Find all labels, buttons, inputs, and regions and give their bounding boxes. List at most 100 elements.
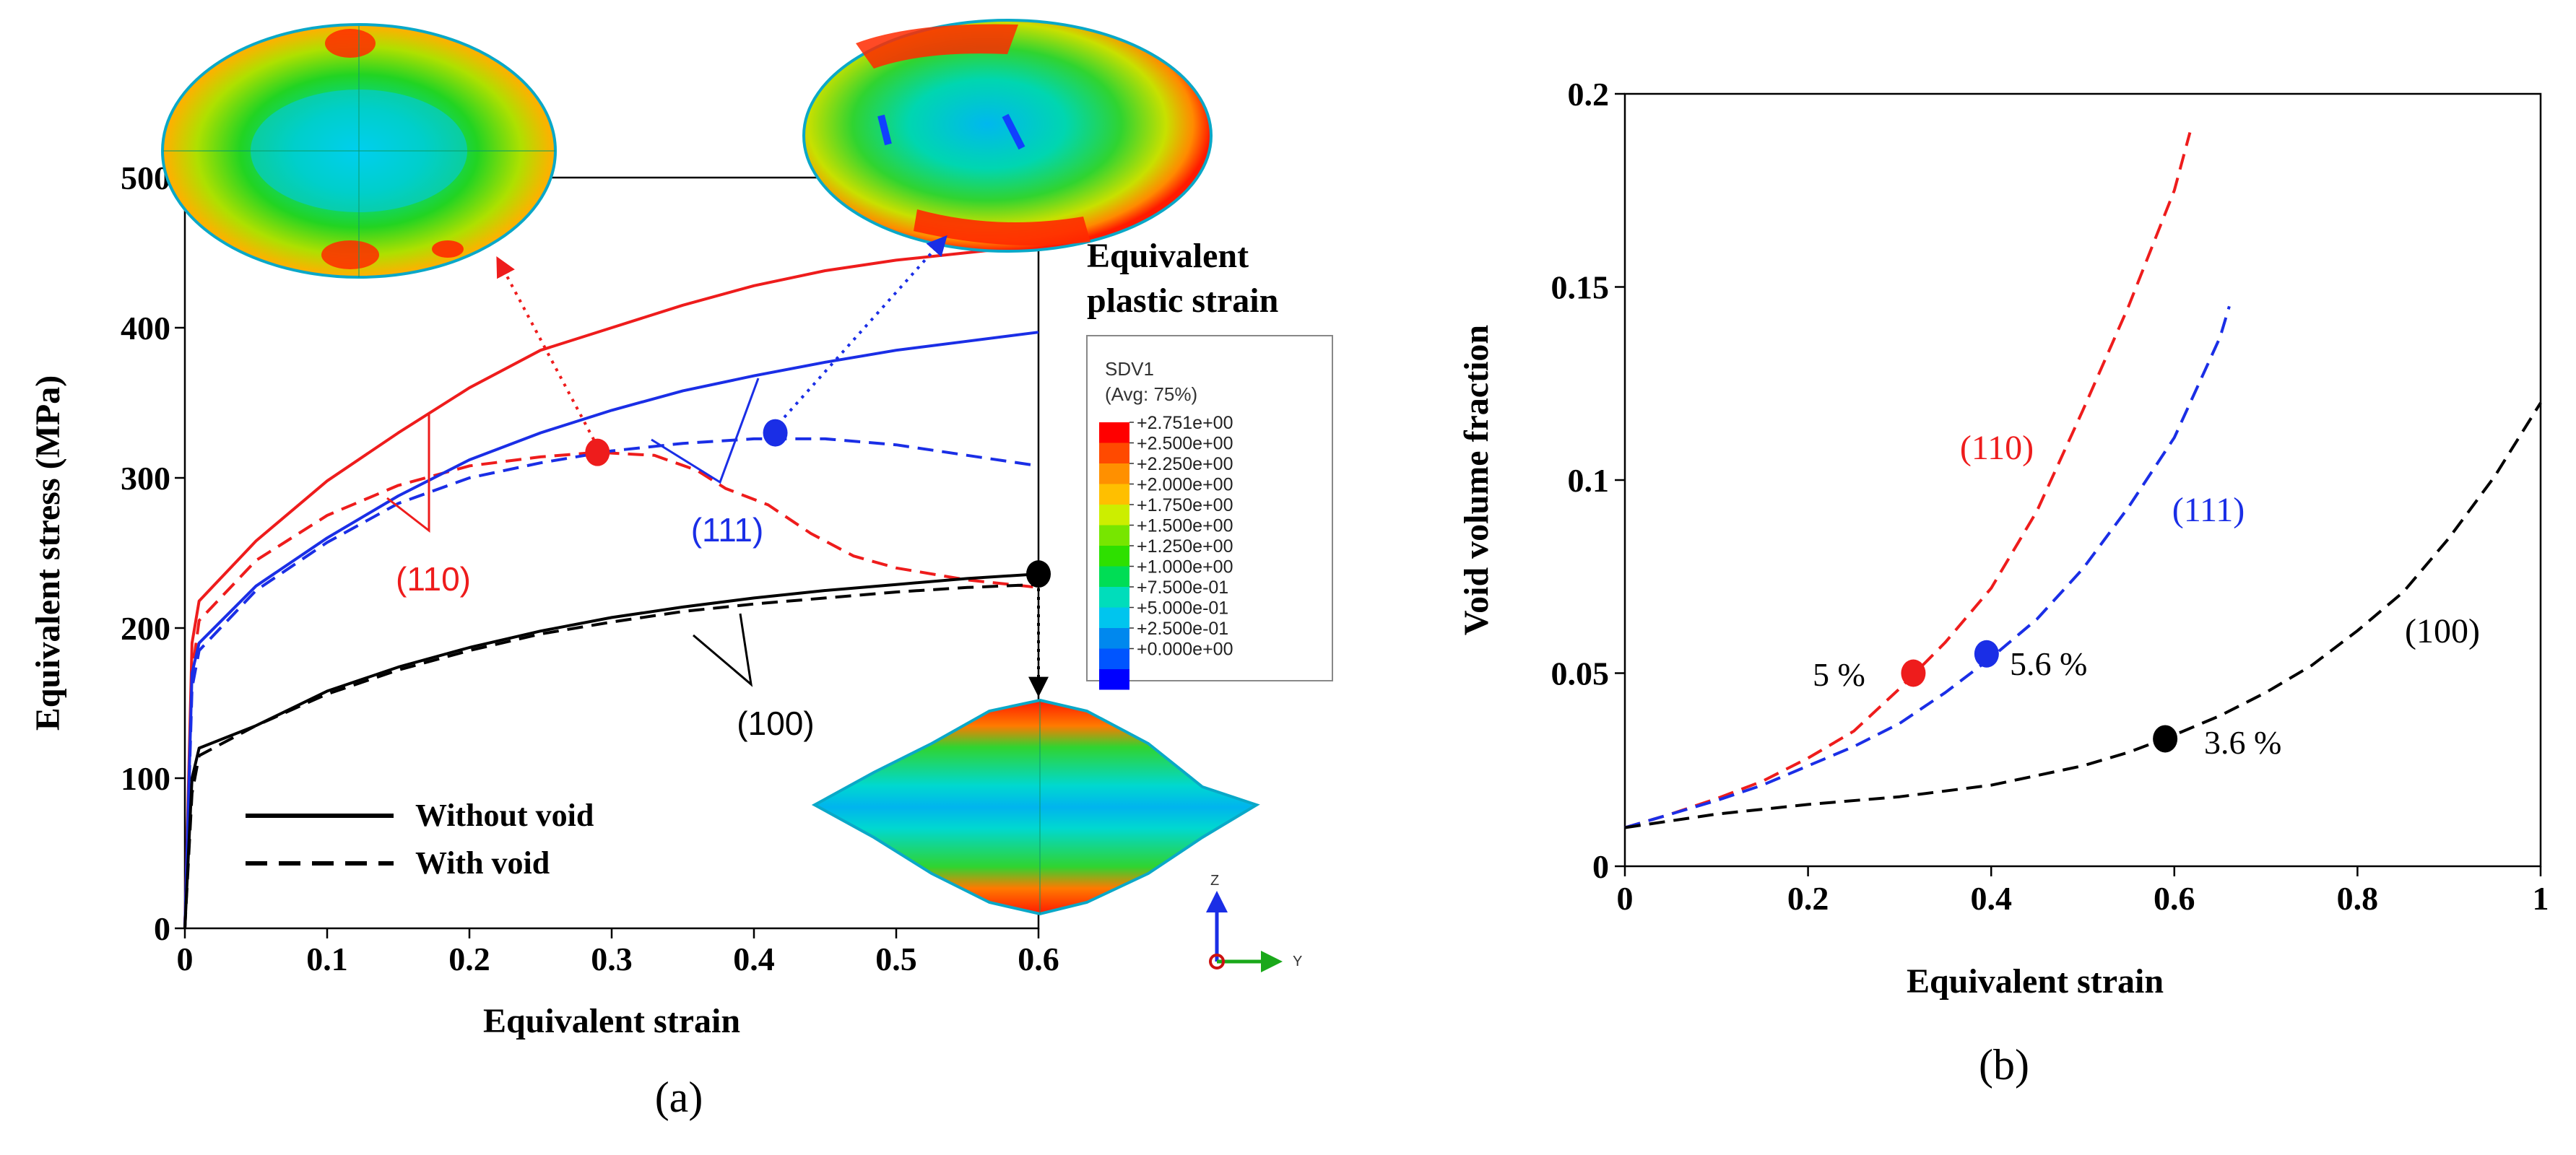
colorbar-swatch <box>1099 422 1129 443</box>
y-tick-label: 0.2 <box>1568 76 1610 113</box>
colorbar-level-label: +2.000e+00 <box>1137 475 1233 495</box>
y-tick-label: 100 <box>121 760 170 797</box>
series-line-black-solid <box>183 572 1039 929</box>
markers-b <box>1901 640 2178 753</box>
annotation-100-b: (100) <box>2405 612 2480 650</box>
colorbar-title-line1: Equivalent <box>1087 237 1249 275</box>
marker-blue <box>1974 640 1999 668</box>
y-tick-label: 300 <box>121 460 170 497</box>
markers-a <box>585 419 1051 588</box>
x-tick-label: 0.8 <box>2337 880 2379 917</box>
series-line-black-dashed <box>183 583 1039 929</box>
y-tick-label: 0 <box>1592 848 1609 885</box>
colorbar-swatch <box>1099 546 1129 567</box>
annotation-110-a: (110) <box>386 414 471 598</box>
void-fraction-chart: 0 0.05 0.1 0.15 0.2 0 0.2 0.4 0.6 0.8 1 Void volu… <box>1457 76 2549 1089</box>
colorbar-level-label: +5.000e-01 <box>1137 598 1228 619</box>
colorbar-level-label: +0.000e+00 <box>1137 640 1233 660</box>
colorbar-swatch <box>1099 484 1129 505</box>
void-shape-111 <box>802 19 1213 253</box>
colorbar-level-label: +2.751e+00 <box>1137 413 1233 433</box>
x-axis-label-b: Equivalent strain <box>1907 962 2164 1001</box>
colorbar-level-label: +2.500e-01 <box>1137 619 1228 639</box>
series-a <box>183 243 1039 929</box>
series-line-black-dashed <box>1624 401 2542 829</box>
legend-a: Without void With void <box>246 798 594 881</box>
x-tick-label: 0 <box>1617 880 1634 917</box>
colorbar-avg: (Avg: 75%) <box>1105 383 1197 405</box>
x-tick-label: 0.1 <box>306 941 348 977</box>
marker-blue <box>763 419 788 447</box>
colorbar-swatch <box>1099 505 1129 526</box>
x-ticks-a: 0 0.1 0.2 0.3 0.4 0.5 0.6 <box>177 928 1059 977</box>
y-tick-label: 0.15 <box>1551 269 1610 306</box>
y-ticks-b: 0 0.05 0.1 0.15 0.2 <box>1551 76 1625 885</box>
y-tick-label: 400 <box>121 310 170 346</box>
marker-black <box>2153 725 2178 753</box>
x-axis-label-a: Equivalent strain <box>483 1002 740 1040</box>
colorbar-level-label: +1.250e+00 <box>1137 536 1233 557</box>
colorbar-level-label: +1.000e+00 <box>1137 557 1233 578</box>
legend-solid-label: Without void <box>415 798 594 833</box>
x-tick-label: 1 <box>2533 880 2549 917</box>
y-tick-label: 0 <box>154 910 170 947</box>
axis-triad-icon: Z Y <box>1206 873 1302 972</box>
marker-black <box>1026 560 1051 588</box>
triad-y-label: Y <box>1293 954 1302 969</box>
pct-label-100: 3.6 % <box>2204 724 2281 761</box>
arrow-110 <box>496 256 599 448</box>
y-tick-label: 500 <box>121 160 170 196</box>
colorbar-swatch <box>1099 463 1129 484</box>
pct-label-110: 5 % <box>1813 656 1865 693</box>
marker-red <box>1901 659 1926 687</box>
x-tick-label: 0.6 <box>1018 941 1059 977</box>
pct-label-111: 5.6 % <box>2010 645 2087 682</box>
series-line-blue-solid <box>183 331 1039 929</box>
series-line-red-solid <box>183 243 1039 929</box>
colorbar-legend: Equivalent plastic strain SDV1 (Avg: 75%… <box>1086 237 1333 690</box>
x-tick-label: 0.2 <box>448 941 490 977</box>
marker-red <box>585 438 610 466</box>
colorbar-level-label: +2.250e+00 <box>1137 454 1233 474</box>
x-tick-label: 0.3 <box>591 941 633 977</box>
colorbar-var-name: SDV1 <box>1105 358 1154 380</box>
y-tick-label: 0.05 <box>1551 655 1610 692</box>
y-ticks-a: 0 100 200 300 400 500 <box>121 160 185 947</box>
colorbar-swatch <box>1099 587 1129 608</box>
colorbar-level-label: +2.500e+00 <box>1137 434 1233 454</box>
void-shape-100 <box>811 698 1260 916</box>
series-line-red-dashed <box>1624 131 2192 829</box>
y-tick-label: 0.1 <box>1568 462 1610 499</box>
colorbar-swatch <box>1099 443 1129 463</box>
y-axis-label-a: Equivalent stress (MPa) <box>29 375 67 731</box>
annotation-111-b: (111) <box>2172 491 2245 529</box>
series-line-red-dashed <box>183 450 1039 929</box>
svg-text:(110): (110) <box>396 560 471 598</box>
panel-label-a: (a) <box>655 1073 703 1121</box>
panel-label-b: (b) <box>1979 1041 2029 1089</box>
annotation-100-a: (100) <box>693 613 815 742</box>
colorbar-swatch <box>1099 669 1129 690</box>
colorbar-title-line2: plastic strain <box>1087 282 1278 320</box>
x-tick-label: 0.2 <box>1787 880 1829 917</box>
x-tick-label: 0.4 <box>1970 880 2012 917</box>
colorbar-level-label: +1.500e+00 <box>1137 516 1233 536</box>
colorbar-level-label: +1.750e+00 <box>1137 495 1233 515</box>
x-tick-label: 0.5 <box>875 941 917 977</box>
colorbar-swatch <box>1099 607 1129 628</box>
plot-frame-b <box>1623 92 2542 868</box>
x-tick-label: 0.6 <box>2154 880 2195 917</box>
legend-dashed-label: With void <box>415 845 550 881</box>
triad-z-label: Z <box>1210 873 1219 889</box>
x-tick-label: 0.4 <box>733 941 775 977</box>
svg-text:(100): (100) <box>737 705 814 742</box>
svg-text:(111): (111) <box>691 511 764 549</box>
y-axis-label-b: Void volume fraction <box>1457 325 1496 635</box>
series-b <box>1624 131 2542 829</box>
colorbar-level-label: +7.500e-01 <box>1137 578 1228 598</box>
series-line-blue-dashed <box>1624 305 2231 829</box>
colorbar-swatch <box>1099 566 1129 587</box>
stress-strain-chart: 0 100 200 300 400 500 0 0.1 0.2 0.3 0.4 0.5 0.6 Equ… <box>29 19 1333 1121</box>
annotation-111-a: (111) <box>651 378 763 549</box>
colorbar-swatch <box>1099 628 1129 649</box>
